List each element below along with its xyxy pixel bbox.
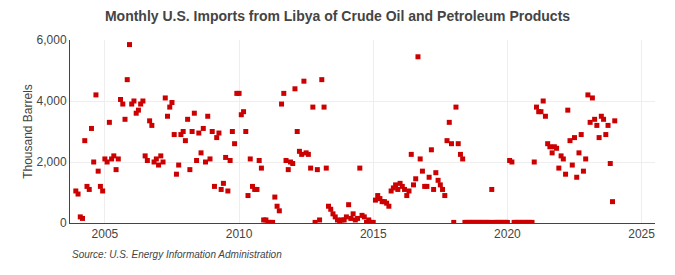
svg-text:2,000: 2,000 [37,155,67,169]
svg-text:2005: 2005 [92,227,119,241]
svg-text:Thousand Barrels: Thousand Barrels [21,84,35,179]
svg-text:0: 0 [60,216,67,230]
svg-text:2010: 2010 [226,227,253,241]
svg-text:Source: U.S. Energy Informatio: Source: U.S. Energy Information Administ… [72,249,282,260]
svg-text:2025: 2025 [628,227,655,241]
svg-text:4,000: 4,000 [37,94,67,108]
svg-text:6,000: 6,000 [37,33,67,47]
svg-text:2015: 2015 [360,227,387,241]
svg-text:Monthly U.S. Imports from Liby: Monthly U.S. Imports from Libya of Crude… [105,8,570,24]
svg-text:2020: 2020 [494,227,521,241]
